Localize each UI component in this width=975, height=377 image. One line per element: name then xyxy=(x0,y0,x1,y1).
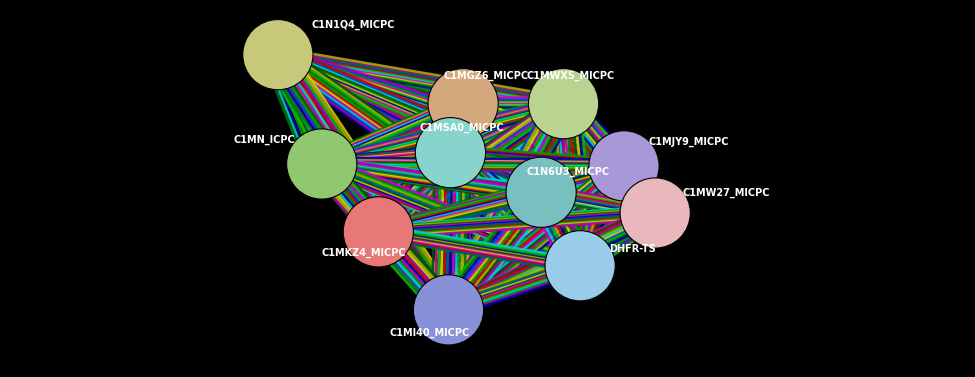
Ellipse shape xyxy=(528,69,599,139)
Text: C1N1Q4_MICPC: C1N1Q4_MICPC xyxy=(312,19,396,30)
Ellipse shape xyxy=(428,69,498,139)
Ellipse shape xyxy=(620,178,690,248)
Text: C1MKZ4_MICPC: C1MKZ4_MICPC xyxy=(322,247,407,258)
Ellipse shape xyxy=(589,131,659,201)
Text: C1MWX5_MICPC: C1MWX5_MICPC xyxy=(526,70,615,81)
Text: DHFR-TS: DHFR-TS xyxy=(609,244,656,254)
Text: C1MJY9_MICPC: C1MJY9_MICPC xyxy=(648,136,729,147)
Ellipse shape xyxy=(415,118,486,188)
Ellipse shape xyxy=(343,197,413,267)
Text: C1N6U3_MICPC: C1N6U3_MICPC xyxy=(526,166,609,177)
Text: C1MGZ6_MICPC: C1MGZ6_MICPC xyxy=(444,70,528,81)
Text: C1MSA0_MICPC: C1MSA0_MICPC xyxy=(419,123,504,133)
Ellipse shape xyxy=(506,157,576,227)
Text: C1MW27_MICPC: C1MW27_MICPC xyxy=(682,188,770,198)
Ellipse shape xyxy=(287,129,357,199)
Ellipse shape xyxy=(243,20,313,90)
Ellipse shape xyxy=(545,231,615,301)
Ellipse shape xyxy=(413,275,484,345)
Text: C1MN_ICPC: C1MN_ICPC xyxy=(234,134,295,145)
Text: C1MI40_MICPC: C1MI40_MICPC xyxy=(390,327,470,338)
